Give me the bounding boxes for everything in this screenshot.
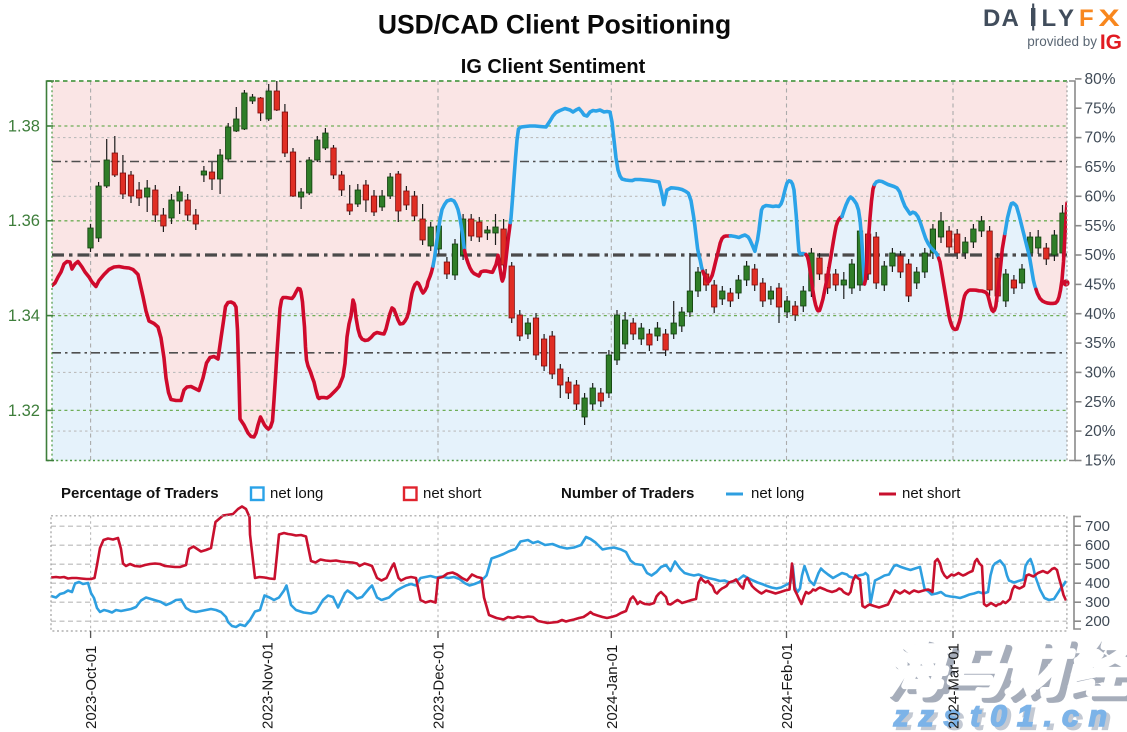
svg-text:2024-Mar-01: 2024-Mar-01 bbox=[946, 643, 963, 729]
svg-text:USD/CAD Client Positioning: USD/CAD Client Positioning bbox=[378, 10, 731, 40]
svg-text:海马财经: 海马财经 bbox=[883, 636, 1127, 703]
svg-text:Percentage of Traders: Percentage of Traders bbox=[61, 485, 219, 502]
svg-text:700: 700 bbox=[1085, 518, 1110, 535]
svg-text:1.38: 1.38 bbox=[8, 117, 40, 135]
svg-text:net long: net long bbox=[751, 485, 804, 502]
svg-text:zzst01.cn: zzst01.cn bbox=[893, 700, 1117, 732]
svg-text:35%: 35% bbox=[1085, 335, 1116, 352]
svg-text:20%: 20% bbox=[1085, 423, 1116, 440]
svg-text:zzst01.cn: zzst01.cn bbox=[896, 703, 1120, 732]
svg-text:Y: Y bbox=[1058, 5, 1074, 32]
svg-text:40%: 40% bbox=[1085, 306, 1116, 323]
svg-text:IG Client Sentiment: IG Client Sentiment bbox=[461, 56, 646, 78]
svg-text:55%: 55% bbox=[1085, 218, 1116, 235]
svg-text:60%: 60% bbox=[1085, 188, 1116, 205]
svg-text:50%: 50% bbox=[1085, 247, 1116, 264]
svg-text:A: A bbox=[1002, 5, 1019, 32]
svg-text:L: L bbox=[1042, 5, 1057, 32]
svg-text:200: 200 bbox=[1085, 613, 1110, 630]
svg-text:30%: 30% bbox=[1085, 364, 1116, 381]
svg-text:70%: 70% bbox=[1085, 130, 1116, 147]
svg-text:80%: 80% bbox=[1085, 71, 1116, 88]
svg-text:2023-Nov-01: 2023-Nov-01 bbox=[259, 642, 276, 729]
svg-text:25%: 25% bbox=[1085, 394, 1116, 411]
svg-text:1.36: 1.36 bbox=[8, 212, 40, 230]
svg-text:2023-Dec-01: 2023-Dec-01 bbox=[431, 642, 448, 729]
svg-text:海马财经: 海马财经 bbox=[889, 641, 1127, 708]
svg-text:2024-Jan-01: 2024-Jan-01 bbox=[604, 645, 621, 729]
svg-text:600: 600 bbox=[1085, 537, 1110, 554]
svg-text:1.32: 1.32 bbox=[8, 402, 40, 420]
svg-text:D: D bbox=[983, 5, 1000, 32]
svg-text:45%: 45% bbox=[1085, 276, 1116, 293]
svg-text:300: 300 bbox=[1085, 594, 1110, 611]
svg-text:F: F bbox=[1079, 5, 1094, 32]
svg-text:500: 500 bbox=[1085, 556, 1110, 573]
svg-text:provided by: provided by bbox=[1027, 34, 1097, 49]
svg-text:2023-Oct-01: 2023-Oct-01 bbox=[83, 646, 100, 729]
svg-text:75%: 75% bbox=[1085, 100, 1116, 117]
svg-text:15%: 15% bbox=[1085, 453, 1116, 470]
svg-text:IG: IG bbox=[1100, 31, 1122, 54]
svg-text:2024-Feb-01: 2024-Feb-01 bbox=[779, 643, 796, 729]
svg-text:net short: net short bbox=[423, 485, 482, 502]
svg-text:1.34: 1.34 bbox=[8, 307, 40, 325]
svg-text:400: 400 bbox=[1085, 575, 1110, 592]
svg-text:net short: net short bbox=[902, 485, 961, 502]
svg-text:65%: 65% bbox=[1085, 159, 1116, 176]
svg-text:Number of Traders: Number of Traders bbox=[561, 485, 694, 502]
svg-text:X: X bbox=[1099, 5, 1120, 31]
svg-text:net long: net long bbox=[270, 485, 323, 502]
